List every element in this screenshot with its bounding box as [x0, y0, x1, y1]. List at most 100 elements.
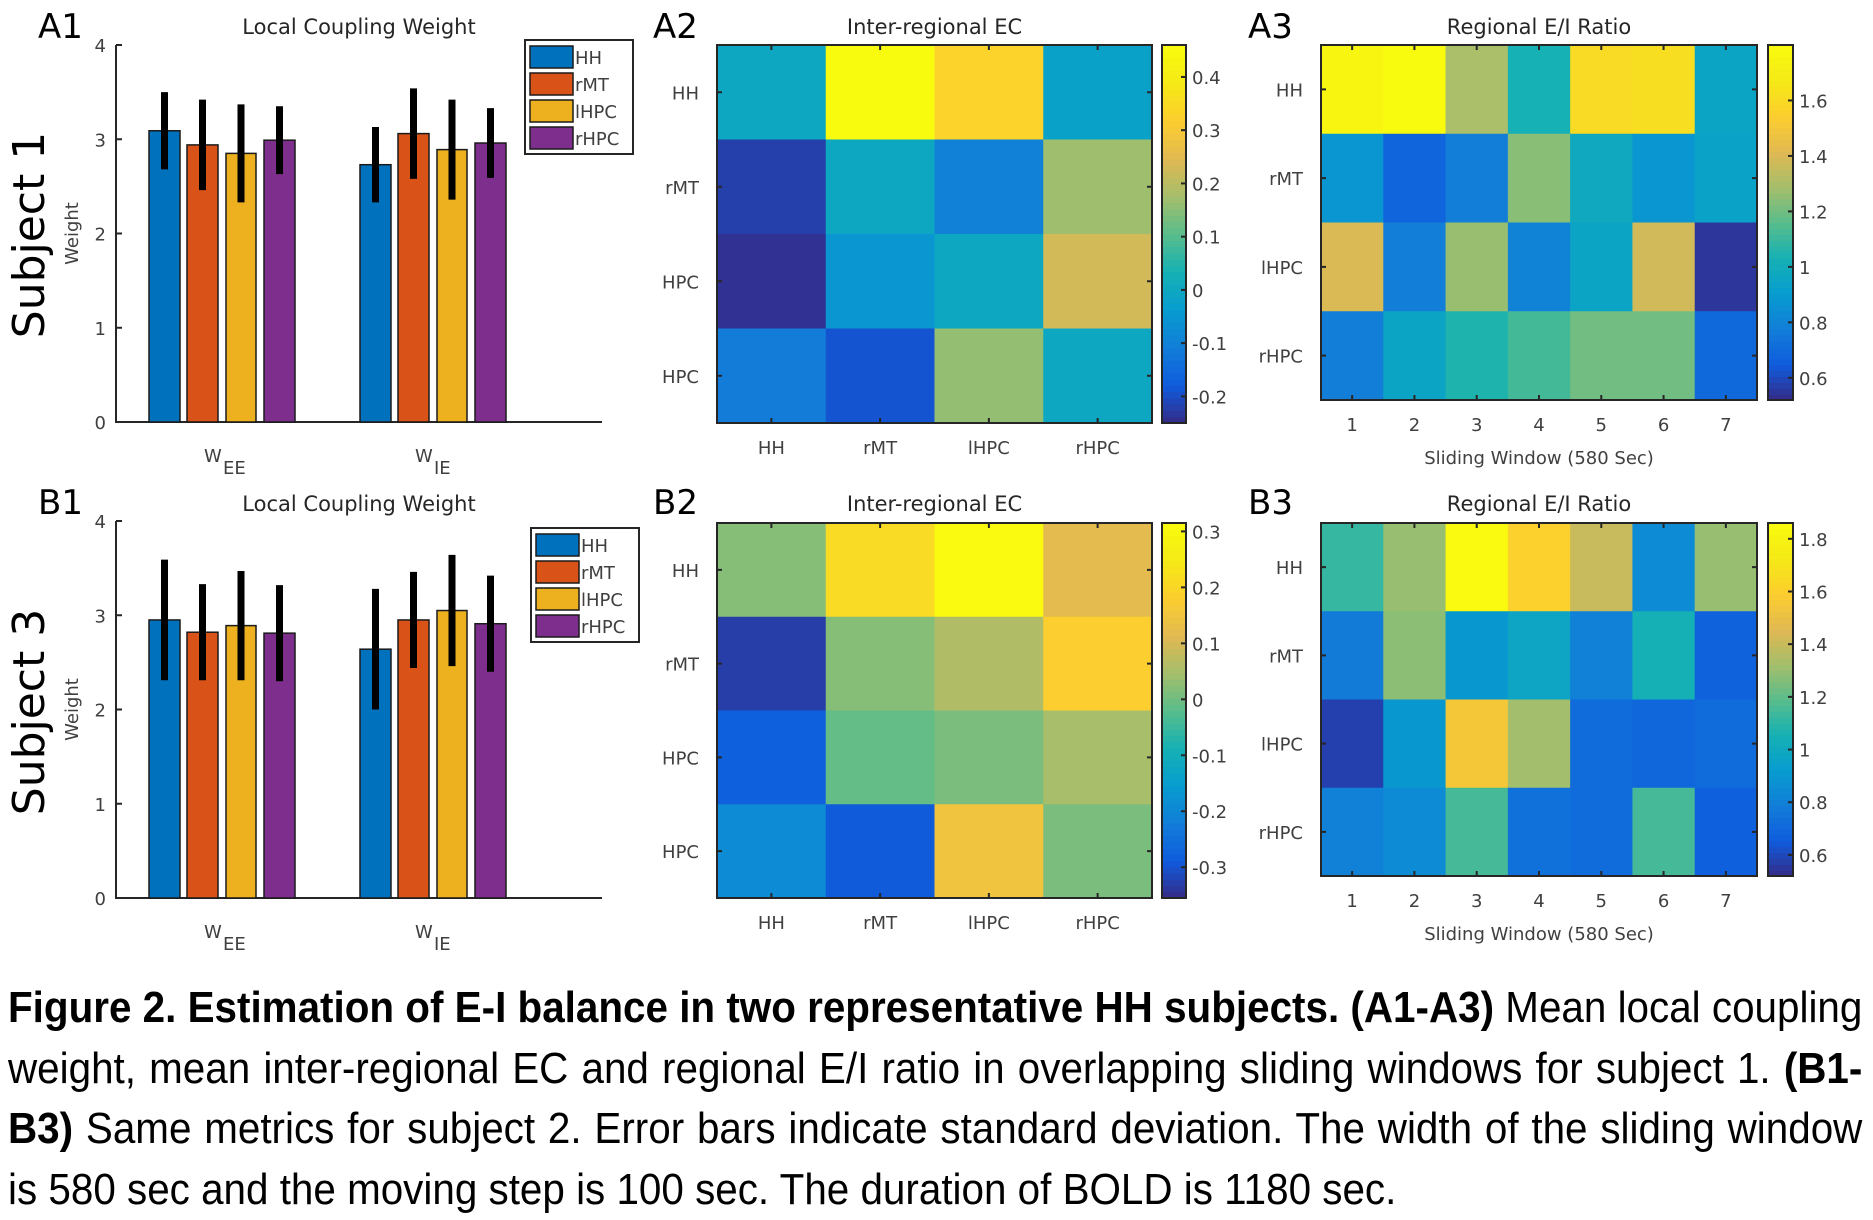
bar-rhpc-ie [474, 142, 507, 423]
heatmap-cell-r3-c1 [717, 234, 827, 330]
colorbar-segment [1162, 259, 1186, 267]
panel-label: B2 [653, 483, 698, 523]
colorbar-segment [1162, 866, 1186, 874]
colorbar-segment [1768, 699, 1793, 706]
colorbar-segment [1162, 529, 1186, 537]
heatmap-cell-r4-c5 [1570, 311, 1634, 401]
colorbar-segment [1162, 215, 1186, 222]
heatmap-cell-r2-c1 [717, 139, 827, 235]
colorbar-segment [1162, 120, 1186, 128]
colorbar-segment [1162, 246, 1186, 254]
colorbar-segment [1768, 92, 1793, 99]
heatmap-cell-r3-c7 [1694, 222, 1758, 312]
colorbar-segment [1768, 746, 1793, 754]
colorbar-segment [1768, 758, 1793, 765]
colorbar-segment [1768, 605, 1793, 612]
colorbar-segment [1162, 841, 1186, 849]
colorbar-segment [1162, 729, 1186, 737]
panel-a2: A2 Inter-regional EC HH rMT lHPC rHPC HH rMT HPC… [653, 7, 1227, 459]
colorbar-segment [1162, 82, 1186, 90]
colorbar-segment [1768, 658, 1793, 665]
y-tick-label: HH [672, 561, 699, 582]
x-tick-label: 5 [1596, 891, 1607, 912]
x-tick-label: rHPC [1075, 438, 1119, 459]
colorbar-segment [1768, 56, 1793, 64]
heatmap-cell-r2-c5 [1570, 133, 1634, 224]
colorbar-segment [1162, 585, 1186, 593]
colorbar-segment [1768, 281, 1793, 289]
heatmap-cell-r2-c2 [1383, 611, 1447, 701]
legend-label-rmt: rMT [581, 563, 616, 584]
y-tick-label: HH [1276, 80, 1303, 101]
colorbar: -0.3 -0.2 -0.1 0 0.1 0.2 0.3 [1161, 522, 1227, 899]
colorbar-segment [1162, 860, 1186, 868]
legend-label-hh: HH [581, 536, 608, 557]
caption-bold-b: (B1-B3) [8, 1043, 1863, 1154]
colorbar-segment [1768, 228, 1793, 235]
colorbar-segment [1768, 775, 1793, 783]
heatmap-cell-r1-c1 [717, 45, 827, 141]
heatmap-cell-r1-c3 [934, 523, 1044, 618]
colorbar-segment [1768, 198, 1793, 206]
x-tick-label: 2 [1409, 415, 1420, 436]
colorbar-segment [1162, 101, 1186, 109]
colorbar-segment [1162, 297, 1186, 304]
heatmap-cell-r4-c3 [934, 804, 1044, 899]
heatmap-cell-r2-c6 [1632, 611, 1696, 701]
colorbar-segment [1768, 734, 1793, 742]
y-tick-label: 0 [95, 413, 106, 434]
y-axis-label: Weight [62, 678, 83, 741]
colorbar-segment [1162, 328, 1186, 336]
x-tick-label: 3 [1471, 415, 1482, 436]
colorbar-segment [1162, 416, 1186, 424]
colorbar-segment [1768, 611, 1793, 618]
colorbar-segment [1768, 334, 1793, 342]
colorbar-segment [1162, 271, 1186, 279]
colorbar-segment [1768, 376, 1793, 383]
heatmap-cell-r3-c1 [1321, 222, 1384, 312]
colorbar-segment [1162, 70, 1186, 78]
colorbar-segment [1162, 816, 1186, 824]
heatmap-cell-r2-c4 [1043, 616, 1153, 712]
heatmap-cell-r3-c4 [1507, 699, 1571, 789]
heatmap-cell-r4-c1 [1321, 311, 1384, 401]
colorbar-segment [1162, 535, 1186, 543]
colorbar-tick-label: 0 [1192, 690, 1203, 711]
heatmap-cell-r2-c7 [1694, 133, 1758, 224]
chart-title: Local Coupling Weight [242, 15, 475, 39]
heatmap-cell-r1-c5 [1570, 45, 1634, 135]
y-tick-label: HPC [662, 748, 699, 769]
y-tick-label: lHPC [1261, 735, 1303, 756]
colorbar-segment [1162, 623, 1186, 630]
heatmap-cell-r1-c2 [1383, 45, 1447, 135]
colorbar-tick-label: 1.8 [1799, 530, 1828, 551]
panel-label: A2 [653, 7, 698, 47]
colorbar-tick-label: 0.8 [1799, 313, 1828, 334]
colorbar-segment [1768, 705, 1793, 712]
heatmap-cell-r4-c6 [1632, 787, 1696, 877]
heatmap-cell-r3-c2 [825, 710, 936, 805]
colorbar-segment [1162, 95, 1186, 103]
heatmap-cell-r3-c3 [1445, 699, 1509, 789]
colorbar-segment [1768, 623, 1793, 630]
heatmap-cell-r4-c6 [1632, 311, 1696, 401]
colorbar-segment [1162, 804, 1186, 812]
colorbar: -0.2 -0.1 0 0.1 0.2 0.3 0.4 [1161, 44, 1227, 424]
colorbar-segment [1162, 560, 1186, 568]
colorbar-tick-label: 1.4 [1799, 147, 1828, 168]
bar-rmt-ee [186, 144, 219, 423]
colorbar-segment [1768, 382, 1793, 389]
colorbar-tick-label: 0 [1192, 281, 1203, 302]
colorbar-segment [1768, 617, 1793, 624]
colorbar-segment [1162, 785, 1186, 793]
heatmap-cell-r1-c4 [1043, 45, 1153, 141]
heatmap-cell-r1-c4 [1043, 523, 1153, 618]
x-tick-label: HH [758, 438, 785, 459]
chart-title: Regional E/I Ratio [1447, 15, 1631, 39]
colorbar-tick-label: -0.2 [1192, 802, 1227, 823]
colorbar-segment [1768, 793, 1793, 801]
colorbar-segment [1162, 385, 1186, 393]
colorbar-tick-label: 0.1 [1192, 634, 1221, 655]
colorbar-segment [1768, 394, 1793, 401]
x-tick-label: 4 [1533, 415, 1544, 436]
